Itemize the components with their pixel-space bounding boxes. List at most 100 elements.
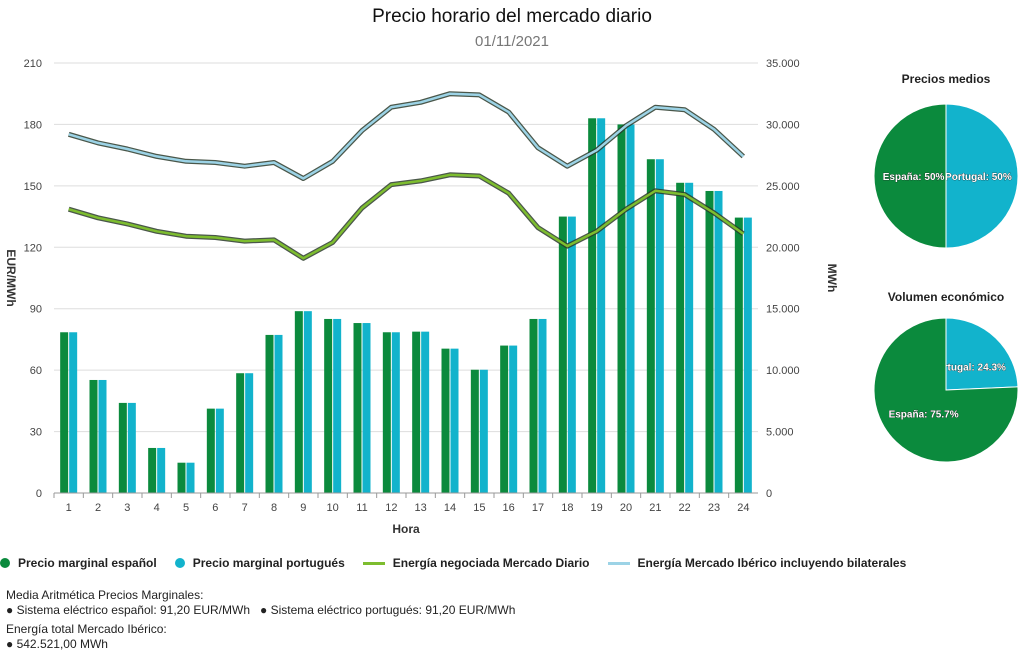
bar-precio-portugues bbox=[714, 190, 723, 493]
y-right-tick-label: 35.000 bbox=[766, 58, 800, 70]
bar-precio-portugues bbox=[479, 369, 488, 493]
bar-precio-portugues bbox=[391, 332, 400, 493]
x-tick-label: 1 bbox=[66, 502, 72, 514]
legend-label: Precio marginal portugués bbox=[192, 556, 345, 570]
line-energia-md bbox=[68, 173, 745, 260]
total-energy-heading: Energía total Mercado Ibérico: bbox=[6, 622, 167, 636]
x-tick-label: 24 bbox=[737, 502, 749, 514]
x-tick-label: 15 bbox=[473, 502, 485, 514]
bar-precio-espanol bbox=[236, 373, 245, 493]
pie-slice-portugal[interactable] bbox=[945, 317, 1019, 391]
bar-precio-espanol bbox=[148, 447, 157, 493]
bar-precio-portugues bbox=[538, 318, 547, 493]
bar-precio-portugues bbox=[215, 408, 224, 493]
legend-label: Energía Mercado Ibérico incluyendo bilat… bbox=[637, 556, 907, 570]
pie-slice-portugal[interactable] bbox=[945, 103, 1019, 249]
y-left-tick-label: 180 bbox=[24, 119, 42, 131]
bar-precio-portugues bbox=[655, 159, 664, 493]
line-energia-iberico-shadow bbox=[67, 91, 745, 181]
x-tick-label: 11 bbox=[356, 502, 367, 514]
x-tick-label: 12 bbox=[385, 502, 397, 514]
bar-precio-espanol bbox=[265, 334, 274, 493]
x-tick-label: 2 bbox=[95, 502, 101, 514]
x-tick-label: 3 bbox=[124, 502, 130, 514]
legend-item-energia-md[interactable]: Energía negociada Mercado Diario bbox=[362, 556, 590, 570]
pie-slice-espana[interactable] bbox=[873, 317, 1019, 463]
avg-prices-heading: Media Aritmética Precios Marginales: bbox=[6, 588, 204, 602]
x-tick-label: 20 bbox=[620, 502, 632, 514]
chart-legend: Precio marginal español Precio marginal … bbox=[0, 554, 924, 572]
x-tick-label: 21 bbox=[649, 502, 661, 514]
bar-precio-espanol bbox=[500, 345, 509, 493]
y-left-tick-label: 30 bbox=[30, 427, 42, 439]
y-left-tick-label: 210 bbox=[24, 58, 42, 70]
y-left-tick-label: 150 bbox=[24, 181, 42, 193]
x-tick-label: 17 bbox=[532, 502, 544, 514]
bar-precio-portugues bbox=[157, 447, 166, 493]
bar-precio-portugues bbox=[303, 311, 312, 493]
y-left-tick-label: 0 bbox=[36, 488, 42, 500]
bar-precio-portugues bbox=[743, 217, 752, 493]
bar-precio-espanol bbox=[676, 182, 685, 494]
line-energia-iberico bbox=[68, 92, 745, 180]
x-tick-label: 9 bbox=[300, 502, 306, 514]
pie-slice-label: Portugal: 50% bbox=[945, 172, 1012, 183]
line-energia-md-shadow bbox=[67, 172, 745, 261]
y-right-tick-label: 5.000 bbox=[766, 427, 794, 439]
bar-precio-portugues bbox=[626, 124, 635, 493]
bar-precio-portugues bbox=[245, 373, 254, 493]
legend-dot-icon bbox=[0, 558, 10, 568]
y-right-tick-label: 20.000 bbox=[766, 242, 800, 254]
chart-date: 01/11/2021 bbox=[475, 33, 549, 50]
legend-item-precio-portugues[interactable]: Precio marginal portugués bbox=[174, 556, 345, 570]
legend-label: Energía negociada Mercado Diario bbox=[392, 556, 590, 570]
pie-precios-medios-title: Precios medios bbox=[901, 72, 991, 86]
pie-slice-label: Portugal: 24.3% bbox=[931, 363, 1006, 374]
bar-precio-espanol bbox=[588, 118, 597, 494]
bar-precio-espanol bbox=[734, 217, 743, 493]
x-tick-label: 7 bbox=[242, 502, 248, 514]
pie-slice-espana[interactable] bbox=[873, 103, 947, 249]
bar-precio-portugues bbox=[362, 323, 371, 493]
bar-precio-espanol bbox=[617, 124, 626, 493]
bar-precio-espanol bbox=[89, 379, 98, 493]
bar-precio-espanol bbox=[705, 190, 714, 493]
pie-volumen-economico-title: Volumen económico bbox=[887, 290, 1005, 304]
pie-slice-label: España: 50% bbox=[883, 172, 945, 183]
y-right-axis-title: MWh bbox=[825, 264, 839, 293]
bar-precio-espanol bbox=[324, 318, 333, 493]
bar-precio-espanol bbox=[412, 331, 421, 493]
pie-precios-medios: Portugal: 50%España: 50% bbox=[873, 103, 1019, 249]
y-left-tick-label: 60 bbox=[30, 365, 42, 377]
bar-precio-espanol bbox=[558, 216, 567, 494]
legend-line-icon bbox=[607, 561, 630, 565]
bar-precio-portugues bbox=[597, 118, 606, 494]
bar-precio-portugues bbox=[450, 348, 459, 493]
bar-precio-portugues bbox=[509, 345, 518, 493]
y-right-tick-label: 0 bbox=[766, 488, 772, 500]
y-right-tick-label: 25.000 bbox=[766, 181, 800, 193]
bar-precio-espanol bbox=[382, 332, 391, 493]
hourly-price-chart: 030609012015018021005.00010.00015.00020.… bbox=[4, 58, 839, 536]
bar-precio-portugues bbox=[274, 334, 283, 493]
avg-prices-values: ● Sistema eléctrico español: 91,20 EUR/M… bbox=[6, 603, 516, 617]
x-tick-label: 18 bbox=[561, 502, 573, 514]
bar-precio-espanol bbox=[441, 348, 450, 493]
chart-title: Precio horario del mercado diario bbox=[372, 6, 652, 27]
x-tick-label: 19 bbox=[591, 502, 603, 514]
x-tick-label: 6 bbox=[212, 502, 218, 514]
x-tick-label: 14 bbox=[444, 502, 456, 514]
legend-dot-icon bbox=[174, 558, 185, 568]
x-tick-label: 23 bbox=[708, 502, 720, 514]
x-tick-label: 13 bbox=[415, 502, 427, 514]
legend-item-precio-espanol[interactable]: Precio marginal español bbox=[0, 556, 157, 570]
bar-precio-espanol bbox=[646, 159, 655, 493]
bar-precio-portugues bbox=[421, 331, 430, 493]
bar-precio-portugues bbox=[69, 332, 78, 493]
x-tick-label: 10 bbox=[327, 502, 339, 514]
x-tick-label: 5 bbox=[183, 502, 189, 514]
bar-precio-espanol bbox=[353, 323, 362, 493]
legend-item-energia-iberico[interactable]: Energía Mercado Ibérico incluyendo bilat… bbox=[607, 556, 907, 570]
y-right-tick-label: 30.000 bbox=[766, 119, 800, 131]
legend-line-icon bbox=[362, 561, 385, 565]
